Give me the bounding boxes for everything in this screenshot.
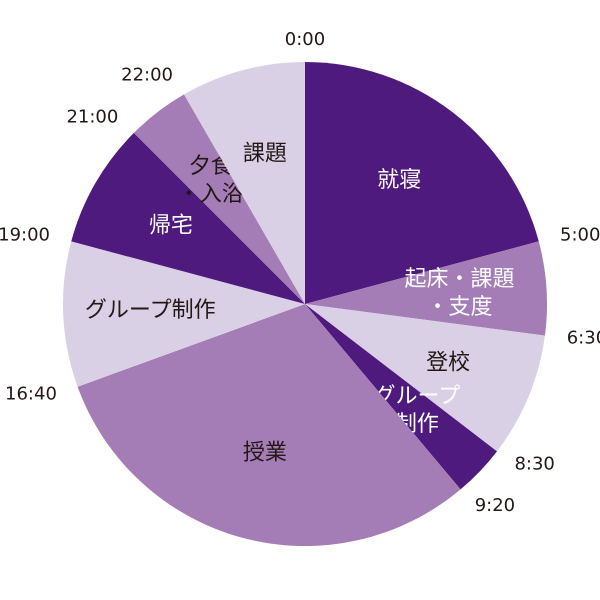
pie-slice	[305, 241, 547, 336]
pie-slice	[133, 94, 305, 305]
slice-label-line: ・入浴	[178, 182, 244, 207]
slice-label: グループ制作	[374, 384, 461, 437]
boundary-label: 6:30	[567, 327, 600, 348]
slice-label-line: 授業	[243, 441, 287, 466]
boundary-label: 22:00	[121, 64, 173, 85]
slice-label-line: ・支度	[427, 295, 493, 320]
slice-label-line: グループ制作	[85, 298, 216, 323]
boundary-label: 19:00	[0, 225, 50, 246]
boundary-label: 16:40	[5, 383, 57, 404]
pie-slice	[305, 62, 539, 304]
pie-slice	[184, 62, 305, 304]
pie-slice	[63, 241, 306, 387]
boundary-label: 21:00	[66, 106, 118, 127]
slice-label: 登校	[426, 350, 470, 375]
slice-label: 就寝	[377, 168, 421, 193]
pie-slice	[71, 132, 306, 304]
slice-label: 授業	[243, 441, 287, 466]
boundary-label: 9:20	[475, 495, 515, 516]
boundary-label: 5:00	[560, 225, 600, 246]
slice-label-line: 登校	[426, 350, 470, 375]
slice-label-line: 帰宅	[149, 214, 193, 239]
slice-label: 起床・課題・支度	[405, 267, 515, 320]
pie-slice	[77, 304, 461, 546]
boundary-label: 0:00	[285, 29, 325, 50]
slice-label-line: 就寝	[377, 168, 421, 193]
slice-label-line: 課題	[243, 141, 287, 166]
slice-label-line: 起床・課題	[405, 267, 515, 292]
slice-label: グループ制作	[85, 298, 216, 323]
slice-label: 課題	[243, 141, 287, 166]
pie-slice	[305, 304, 545, 452]
pie-slice	[305, 304, 497, 490]
boundary-label: 8:30	[514, 454, 554, 475]
slice-label: 帰宅	[149, 214, 193, 239]
